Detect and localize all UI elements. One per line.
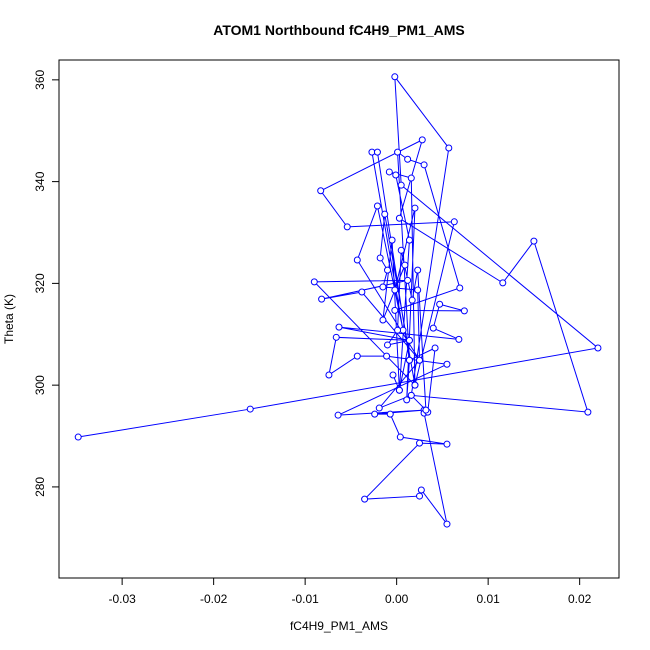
- data-point: [395, 214, 403, 222]
- data-point: [405, 336, 413, 344]
- data-point: [436, 300, 444, 308]
- data-point: [383, 341, 391, 349]
- data-point: [325, 371, 333, 379]
- data-point: [394, 326, 402, 334]
- data-point: [389, 371, 397, 379]
- data-point: [397, 246, 405, 254]
- data-point: [407, 174, 415, 182]
- data-point: [343, 223, 351, 231]
- data-point: [353, 256, 361, 264]
- data-point: [422, 406, 430, 414]
- data-point: [386, 410, 394, 418]
- data-point: [411, 204, 419, 212]
- data-point: [379, 283, 387, 291]
- data-point: [373, 148, 381, 156]
- data-point: [450, 218, 458, 226]
- data-point: [394, 148, 402, 156]
- data-line: [78, 75, 600, 525]
- data-point: [443, 520, 451, 528]
- data-point: [381, 210, 389, 218]
- x-tick-label: -0.03: [108, 592, 136, 606]
- data-point: [392, 171, 400, 179]
- data-point: [530, 237, 538, 245]
- data-point: [385, 168, 393, 176]
- data-point: [334, 411, 342, 419]
- data-point: [594, 344, 602, 352]
- x-axis-label: fC4H9_PM1_AMS: [290, 619, 388, 633]
- data-point: [411, 381, 419, 389]
- data-point: [383, 266, 391, 274]
- y-tick-label: 320: [33, 273, 47, 293]
- data-point: [584, 408, 592, 416]
- data-point: [414, 266, 422, 274]
- data-point: [405, 236, 413, 244]
- data-point: [317, 187, 325, 195]
- data-point: [416, 492, 424, 500]
- data-point: [416, 439, 424, 447]
- data-point: [445, 144, 453, 152]
- data-point: [318, 295, 326, 303]
- data-point: [375, 404, 383, 412]
- data-point: [310, 278, 318, 286]
- data-point: [416, 356, 424, 364]
- data-point: [417, 486, 425, 494]
- data-point: [407, 391, 415, 399]
- y-tick-label: 360: [33, 70, 47, 90]
- data-point: [376, 254, 384, 262]
- data-point: [443, 440, 451, 448]
- x-tick-label: 0.02: [568, 592, 592, 606]
- x-tick-label: -0.02: [200, 592, 228, 606]
- data-point: [391, 286, 399, 294]
- data-point: [396, 433, 404, 441]
- data-point: [379, 316, 387, 324]
- data-point: [74, 433, 82, 441]
- data-point: [431, 344, 439, 352]
- data-point: [404, 276, 412, 284]
- x-tick-label: -0.01: [291, 592, 319, 606]
- data-point: [401, 261, 409, 269]
- data-point: [388, 236, 396, 244]
- chart-title: ATOM1 Northbound fC4H9_PM1_AMS: [213, 22, 465, 38]
- data-point: [373, 202, 381, 210]
- x-tick-label: 0.00: [385, 592, 409, 606]
- data-point: [404, 155, 412, 163]
- data-point: [395, 386, 403, 394]
- data-point: [397, 181, 405, 189]
- data-point: [403, 396, 411, 404]
- data-point: [391, 73, 399, 81]
- y-tick-label: 340: [33, 171, 47, 191]
- y-axis-label: Theta (K): [2, 294, 16, 344]
- data-point: [456, 284, 464, 292]
- data-point: [455, 335, 463, 343]
- y-tick-label: 300: [33, 375, 47, 395]
- data-point: [246, 405, 254, 413]
- data-point: [391, 306, 399, 314]
- data-point: [420, 161, 428, 169]
- data-point: [383, 352, 391, 360]
- data-point: [460, 307, 468, 315]
- data-point: [429, 324, 437, 332]
- data-point: [405, 356, 413, 364]
- data-point: [371, 410, 379, 418]
- data-point: [443, 360, 451, 368]
- y-tick-label: 280: [33, 477, 47, 497]
- data-point: [353, 352, 361, 360]
- plot-frame: [58, 59, 620, 579]
- x-tick-label: 0.01: [476, 592, 500, 606]
- data-point: [418, 136, 426, 144]
- data-point: [414, 286, 422, 294]
- data-point: [335, 323, 343, 331]
- data-point: [332, 333, 340, 341]
- data-point: [358, 288, 366, 296]
- data-point: [408, 296, 416, 304]
- data-point: [361, 495, 369, 503]
- data-point: [499, 279, 507, 287]
